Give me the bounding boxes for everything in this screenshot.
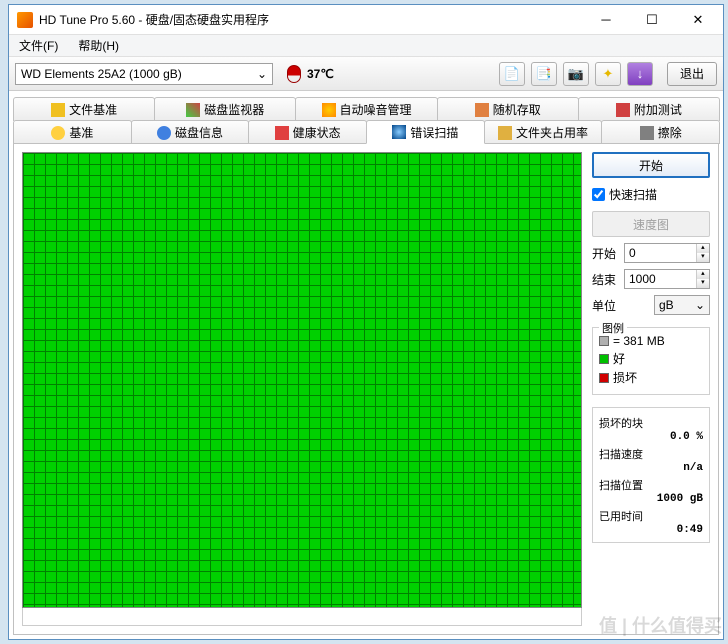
minimize-button[interactable]: ─ bbox=[583, 5, 629, 35]
spin-down-icon[interactable]: ▾ bbox=[696, 279, 709, 288]
speed-value: n/a bbox=[599, 462, 703, 474]
menu-help[interactable]: 帮助(H) bbox=[72, 35, 125, 56]
tab-disk-monitor[interactable]: 磁盘监视器 bbox=[154, 97, 296, 121]
scan-status-bar bbox=[22, 608, 582, 626]
unit-label: 单位 bbox=[592, 297, 620, 314]
tab-file-benchmark[interactable]: 文件基准 bbox=[13, 97, 155, 121]
start-label: 开始 bbox=[592, 245, 620, 262]
spin-up-icon[interactable]: ▴ bbox=[696, 244, 709, 253]
legend-ok-icon bbox=[599, 354, 609, 364]
start-scan-button[interactable]: 开始 bbox=[592, 152, 710, 178]
tab-error-scan[interactable]: 错误扫描 bbox=[366, 120, 485, 144]
thermometer-icon bbox=[287, 65, 301, 83]
tab-benchmark[interactable]: 基准 bbox=[13, 120, 132, 144]
window-title: HD Tune Pro 5.60 - 硬盘/固态硬盘实用程序 bbox=[39, 11, 583, 28]
temperature-value: 37℃ bbox=[307, 67, 334, 81]
tab-row-2: 基准 磁盘信息 健康状态 错误扫描 文件夹占用率 擦除 bbox=[13, 120, 719, 144]
app-icon bbox=[17, 12, 33, 28]
tab-health[interactable]: 健康状态 bbox=[248, 120, 367, 144]
end-label: 结束 bbox=[592, 271, 620, 288]
legend-block-icon bbox=[599, 336, 609, 346]
scan-grid-wrap bbox=[22, 152, 582, 626]
end-row: 结束 ▴▾ bbox=[592, 269, 710, 289]
end-spinner[interactable]: ▴▾ bbox=[624, 269, 710, 289]
stats-group: 损坏的块 0.0 % 扫描速度 n/a 扫描位置 1000 gB 已用时间 0:… bbox=[592, 407, 710, 543]
tab-aam[interactable]: 自动噪音管理 bbox=[295, 97, 437, 121]
maximize-button[interactable]: ☐ bbox=[629, 5, 675, 35]
titlebar: HD Tune Pro 5.60 - 硬盘/固态硬盘实用程序 ─ ☐ ✕ bbox=[9, 5, 723, 35]
quick-scan-checkbox[interactable]: 快速扫描 bbox=[592, 186, 710, 203]
speed-map-button: 速度图 bbox=[592, 211, 710, 237]
scan-grid bbox=[22, 152, 582, 608]
app-window: HD Tune Pro 5.60 - 硬盘/固态硬盘实用程序 ─ ☐ ✕ 文件(… bbox=[8, 4, 724, 640]
chevron-down-icon: ⌄ bbox=[695, 298, 705, 312]
tab-row-1: 文件基准 磁盘监视器 自动噪音管理 随机存取 附加测试 bbox=[13, 97, 719, 121]
tab-random-access[interactable]: 随机存取 bbox=[437, 97, 579, 121]
tab-erase[interactable]: 擦除 bbox=[601, 120, 720, 144]
tab-area: 文件基准 磁盘监视器 自动噪音管理 随机存取 附加测试 基准 磁盘信息 健康状态… bbox=[9, 91, 723, 639]
speed-label: 扫描速度 bbox=[599, 446, 703, 462]
tab-folder-usage[interactable]: 文件夹占用率 bbox=[484, 120, 603, 144]
position-value: 1000 gB bbox=[599, 493, 703, 505]
close-button[interactable]: ✕ bbox=[675, 5, 721, 35]
side-panel: 开始 快速扫描 速度图 开始 ▴▾ 结束 ▴ bbox=[592, 152, 710, 626]
spin-up-icon[interactable]: ▴ bbox=[696, 270, 709, 279]
copy-text-button[interactable]: 📄 bbox=[499, 62, 525, 86]
legend-group: 图例 = 381 MB 好 损坏 bbox=[592, 327, 710, 395]
drive-selector[interactable]: WD Elements 25A2 (1000 gB) ⌄ bbox=[15, 63, 273, 85]
toolbar: WD Elements 25A2 (1000 gB) ⌄ 37℃ 📄 📑 📷 ✦… bbox=[9, 57, 723, 91]
tab-content: 开始 快速扫描 速度图 开始 ▴▾ 结束 ▴ bbox=[13, 143, 719, 635]
menubar: 文件(F) 帮助(H) bbox=[9, 35, 723, 57]
quick-scan-input[interactable] bbox=[592, 188, 605, 201]
tab-extra-tests[interactable]: 附加测试 bbox=[578, 97, 720, 121]
chevron-down-icon: ⌄ bbox=[257, 67, 267, 81]
legend-title: 图例 bbox=[599, 320, 627, 336]
unit-row: 单位 gB⌄ bbox=[592, 295, 710, 315]
legend-bad-icon bbox=[599, 373, 609, 383]
damaged-value: 0.0 % bbox=[599, 431, 703, 443]
options-button[interactable]: ✦ bbox=[595, 62, 621, 86]
start-spinner[interactable]: ▴▾ bbox=[624, 243, 710, 263]
screenshot-button[interactable]: 📷 bbox=[563, 62, 589, 86]
end-input[interactable] bbox=[625, 272, 696, 286]
start-input[interactable] bbox=[625, 246, 696, 260]
exit-button[interactable]: 退出 bbox=[667, 62, 717, 86]
start-row: 开始 ▴▾ bbox=[592, 243, 710, 263]
damaged-label: 损坏的块 bbox=[599, 415, 703, 431]
tab-info[interactable]: 磁盘信息 bbox=[131, 120, 250, 144]
copy-image-button[interactable]: 📑 bbox=[531, 62, 557, 86]
position-label: 扫描位置 bbox=[599, 477, 703, 493]
menu-file[interactable]: 文件(F) bbox=[13, 35, 64, 56]
time-value: 0:49 bbox=[599, 524, 703, 536]
time-label: 已用时间 bbox=[599, 508, 703, 524]
save-button[interactable]: ↓ bbox=[627, 62, 653, 86]
drive-name: WD Elements 25A2 (1000 gB) bbox=[21, 67, 182, 81]
unit-select[interactable]: gB⌄ bbox=[654, 295, 710, 315]
spin-down-icon[interactable]: ▾ bbox=[696, 253, 709, 262]
